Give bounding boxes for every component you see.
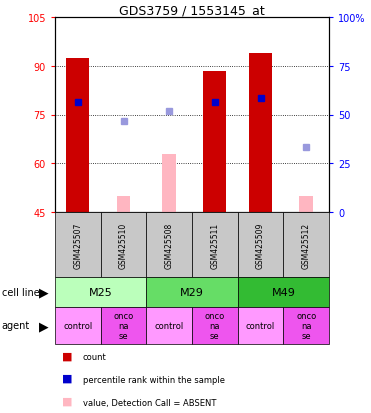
- Text: GSM425507: GSM425507: [73, 222, 82, 268]
- Bar: [249, 54, 272, 212]
- Text: onco
na
se: onco na se: [205, 311, 225, 340]
- Bar: [66, 59, 89, 212]
- Text: percentile rank within the sample: percentile rank within the sample: [83, 375, 225, 384]
- Text: GSM425512: GSM425512: [302, 222, 311, 268]
- Text: ▶: ▶: [39, 319, 49, 332]
- Text: M29: M29: [180, 287, 204, 297]
- Bar: [299, 196, 313, 212]
- Title: GDS3759 / 1553145_at: GDS3759 / 1553145_at: [119, 4, 265, 17]
- Text: value, Detection Call = ABSENT: value, Detection Call = ABSENT: [83, 398, 216, 407]
- Text: control: control: [155, 321, 184, 330]
- Text: control: control: [246, 321, 275, 330]
- Text: onco
na
se: onco na se: [114, 311, 134, 340]
- Text: M25: M25: [89, 287, 112, 297]
- Text: ■: ■: [62, 373, 73, 383]
- Text: GSM425510: GSM425510: [119, 222, 128, 268]
- Text: GSM425509: GSM425509: [256, 222, 265, 268]
- Text: count: count: [83, 352, 106, 361]
- Bar: [203, 71, 226, 212]
- Text: GSM425511: GSM425511: [210, 222, 219, 268]
- Text: ▶: ▶: [39, 286, 49, 299]
- Text: ■: ■: [62, 396, 73, 406]
- Text: cell line: cell line: [2, 287, 40, 297]
- Text: agent: agent: [2, 321, 30, 331]
- Bar: [116, 196, 130, 212]
- Text: ■: ■: [62, 350, 73, 360]
- Text: onco
na
se: onco na se: [296, 311, 316, 340]
- Bar: [162, 154, 176, 212]
- Text: M49: M49: [272, 287, 295, 297]
- Text: control: control: [63, 321, 92, 330]
- Text: GSM425508: GSM425508: [165, 222, 174, 268]
